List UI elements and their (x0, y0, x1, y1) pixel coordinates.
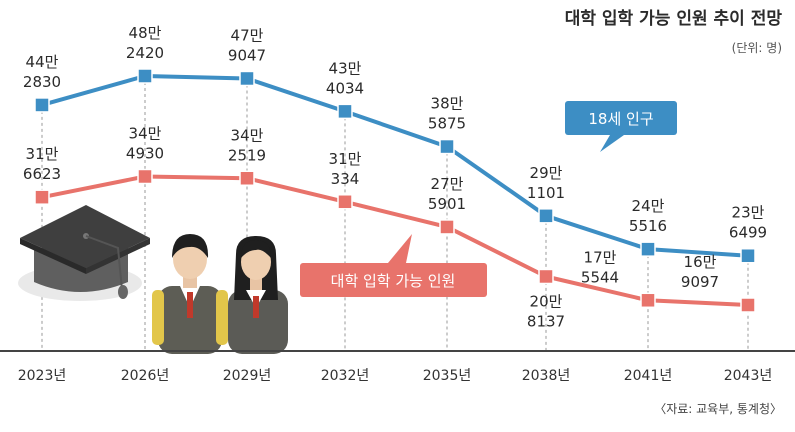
x-axis-ticks: 2023년 2026년 2029년 2032년 2035년 2038년 2041년 2043년 (18, 368, 773, 384)
data-point-population (439, 138, 455, 155)
legend-label-population: 18세 인구 (588, 110, 653, 128)
data-point-admission (538, 268, 554, 285)
x-tick-label: 2032년 (321, 368, 370, 384)
x-tick-label: 2035년 (423, 368, 472, 384)
data-point-admission (34, 189, 50, 205)
data-label-admission: 34만 (129, 124, 162, 142)
data-label-population: 2830 (23, 73, 61, 91)
data-label-population: 48만 (129, 24, 162, 42)
data-label-population: 23만 (732, 204, 765, 222)
legend-callout-admission: 대학 입학 가능 인원 (300, 234, 487, 297)
data-label-population: 43만 (329, 59, 362, 77)
data-point-population (137, 68, 153, 84)
data-label-admission: 31만 (329, 150, 362, 168)
data-label-admission: 334 (331, 170, 360, 188)
data-label-admission: 6623 (23, 165, 61, 183)
x-tick-label: 2041년 (624, 368, 673, 384)
unit-label: (단위: 명) (732, 41, 782, 55)
data-point-population (239, 70, 255, 87)
data-point-population (640, 241, 656, 257)
data-point-admission (439, 219, 455, 235)
data-label-admission: 2519 (228, 146, 266, 164)
data-point-admission (137, 168, 153, 185)
data-label-admission: 5901 (428, 195, 466, 213)
data-label-population: 2420 (126, 44, 164, 62)
data-label-population: 5516 (629, 217, 667, 235)
data-label-population: 1101 (527, 184, 565, 202)
data-label-admission: 27만 (431, 175, 464, 193)
source-note: 〈자료: 교육부, 통계청〉 (654, 402, 782, 416)
legend-callout-population: 18세 인구 (565, 101, 677, 152)
graduation-cap-illustration (18, 205, 150, 301)
data-label-population: 47만 (231, 26, 264, 44)
data-point-population (740, 247, 756, 264)
data-label-admission: 34만 (231, 126, 264, 144)
students-illustration (152, 234, 288, 354)
series-line-population (41, 74, 749, 258)
data-label-admission: 16만 (684, 253, 717, 271)
data-label-admission: 31만 (26, 145, 59, 163)
data-labels: 44만 2830 48만 2420 47만 9047 43만 4034 38만 5875 29만 11… (23, 24, 767, 330)
data-label-population: 24만 (632, 197, 665, 215)
x-tick-label: 2043년 (724, 368, 773, 384)
data-label-population: 38만 (431, 95, 464, 113)
x-tick-label: 2038년 (522, 368, 571, 384)
legend-label-admission: 대학 입학 가능 인원 (331, 272, 456, 290)
series-points (34, 68, 756, 313)
data-label-population: 4034 (326, 79, 364, 97)
chart-title: 대학 입학 가능 인원 추이 전망 (565, 9, 783, 29)
data-point-population (337, 103, 353, 120)
x-tick-label: 2026년 (121, 368, 170, 384)
data-label-admission: 8137 (527, 312, 565, 330)
data-label-population: 44만 (26, 53, 59, 71)
series-lines (41, 74, 749, 307)
data-label-population: 9047 (228, 46, 266, 64)
data-label-admission: 17만 (584, 248, 617, 266)
data-label-population: 29만 (530, 164, 563, 182)
data-point-population (34, 97, 50, 113)
x-tick-label: 2029년 (223, 368, 272, 384)
data-label-admission: 20만 (530, 292, 563, 310)
data-label-population: 6499 (729, 224, 767, 242)
data-point-admission (337, 194, 353, 210)
data-label-admission: 5544 (581, 268, 619, 286)
data-label-population: 5875 (428, 115, 466, 133)
data-point-admission (239, 170, 255, 187)
series-line-admission (41, 174, 749, 307)
data-label-admission: 4930 (126, 144, 164, 162)
data-point-admission (640, 292, 656, 309)
x-tick-label: 2023년 (18, 368, 67, 384)
data-label-admission: 9097 (681, 273, 719, 291)
data-point-population (538, 208, 554, 224)
data-point-admission (740, 297, 756, 313)
